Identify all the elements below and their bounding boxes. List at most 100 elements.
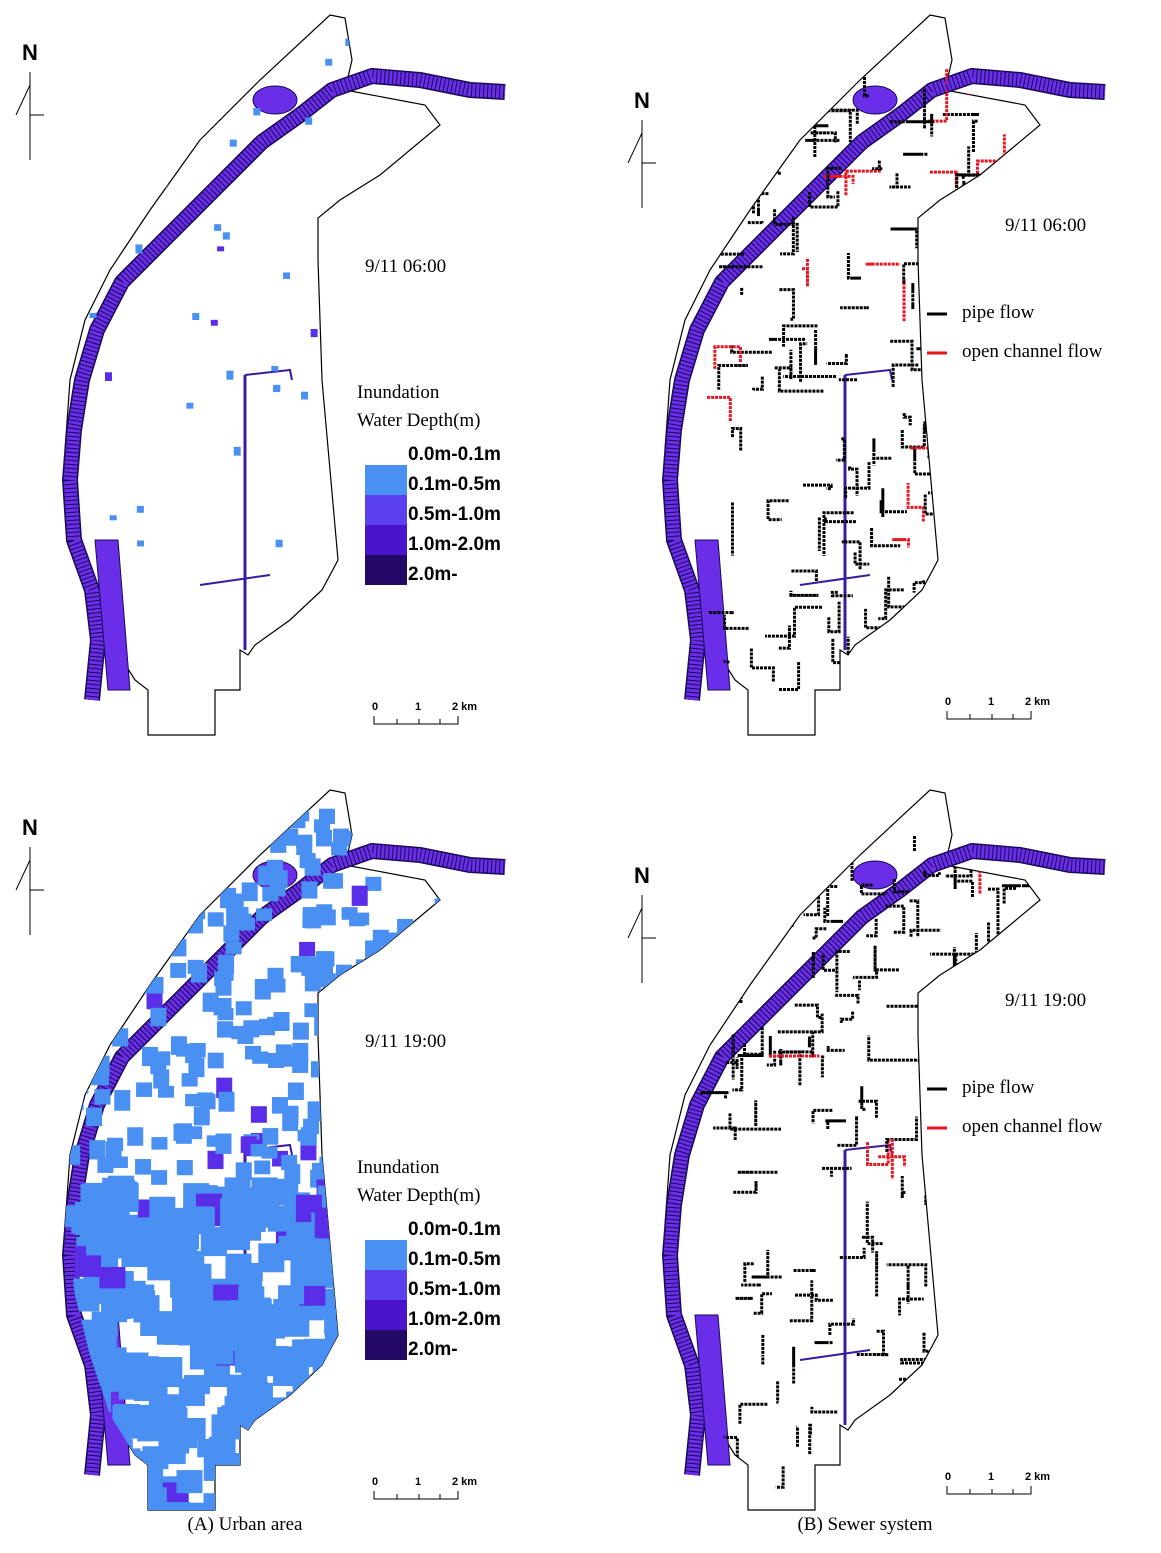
scale-bar (947, 1486, 1031, 1494)
inundation-cell (338, 1031, 354, 1043)
inundation-cell (345, 1039, 361, 1051)
inundation-cell (375, 1419, 401, 1444)
inundation-cell (137, 958, 153, 975)
inundation-cell (283, 1316, 309, 1337)
inundation-cell (63, 1100, 79, 1114)
inundation-cell (127, 1127, 143, 1145)
pipe (686, 115, 721, 138)
inundation-cell (336, 1372, 362, 1400)
inundation-cell (328, 1210, 354, 1235)
inundation-cell (270, 834, 286, 853)
inundation-cell (312, 686, 319, 692)
inundation-cell (326, 1135, 342, 1154)
inundation-cell (186, 403, 193, 409)
scale-label: 2 km (1025, 696, 1050, 708)
inundation-cell (439, 1357, 465, 1388)
inundation-cell (128, 932, 144, 946)
inundation-cell (333, 1291, 359, 1315)
inundation-cell (210, 1437, 236, 1457)
inundation-cell (339, 1430, 365, 1456)
inundation-cell (105, 372, 112, 381)
inundation-cell (398, 1072, 414, 1085)
inundation-cell (428, 816, 444, 835)
inundation-cell (337, 657, 344, 666)
pipe (963, 403, 982, 421)
inundation-cell (288, 1083, 304, 1100)
inundation-cell (387, 821, 403, 841)
inundation-cell (102, 1008, 118, 1024)
pipe (992, 443, 1015, 473)
inundation-cell (349, 913, 365, 926)
pipe (851, 31, 870, 70)
north-label: N (634, 863, 650, 888)
inundation-cell (314, 1016, 330, 1036)
pipe (945, 379, 957, 391)
inundation-cell (336, 965, 352, 986)
inundation-cell (397, 919, 413, 939)
pipe (987, 953, 1002, 966)
pipe (977, 619, 979, 638)
inundation-cell (435, 898, 451, 910)
scale-label: 2 km (452, 701, 477, 713)
inundation-cell (274, 1012, 290, 1031)
inundation-cell (288, 1414, 314, 1435)
open-channel (727, 172, 733, 190)
inundation-cell (418, 1127, 434, 1139)
inundation-cell (393, 1091, 409, 1103)
pipe (718, 979, 741, 1003)
inundation-cell (84, 997, 100, 1012)
inundation-cell (170, 1272, 196, 1297)
inundation-cell (325, 1409, 351, 1442)
inundation-cell (220, 795, 236, 808)
inundation-cell (284, 1404, 310, 1424)
legend-item: open channel flow (962, 1116, 1103, 1137)
inundation-cell (412, 1430, 438, 1458)
inundation-cell (365, 877, 381, 891)
pipe (821, 836, 841, 846)
inundation-cell (225, 1254, 251, 1280)
pipe (970, 249, 971, 278)
pipe (962, 1425, 1004, 1437)
inundation-cell (432, 1439, 458, 1461)
inundation-cell (261, 1479, 287, 1499)
inundation-cell (89, 21, 96, 27)
inundation-cell (376, 1475, 402, 1494)
inundation-cell (422, 1081, 438, 1099)
pipe (947, 532, 968, 543)
legend-item: 2.0m- (408, 564, 458, 585)
inundation-cell (222, 853, 238, 873)
inundation-cell (119, 1372, 145, 1399)
inundation-cell (305, 912, 321, 929)
north-arrow (16, 85, 44, 115)
inundation-cell (225, 1177, 251, 1203)
inundation-cell (273, 385, 280, 391)
inundation-cell (219, 1092, 235, 1112)
inundation-cell (76, 888, 92, 899)
inundation-cell (127, 898, 143, 916)
inundation-cell (320, 1030, 336, 1050)
inundation-cell (242, 821, 258, 837)
inundation-cell (94, 1089, 110, 1105)
inundation-cell (342, 372, 349, 378)
pipe (725, 73, 749, 100)
inundation-cell (249, 44, 256, 53)
inundation-cell (395, 189, 402, 198)
inundation-cell (336, 1411, 362, 1434)
inundation-cell (64, 1145, 80, 1165)
pipe (810, 1425, 811, 1454)
inundation-cell (356, 959, 372, 976)
inundation-cell (286, 1392, 312, 1425)
inundation-cell (234, 447, 241, 456)
caption: (B) Sewer system (797, 1514, 932, 1535)
inundation-cell (160, 825, 176, 845)
inundation-cell (414, 1418, 440, 1437)
inundation-cell (291, 956, 307, 972)
inundation-cell (214, 224, 221, 231)
pipe (674, 144, 720, 168)
inundation-cell (237, 1030, 253, 1044)
inundation-cell (129, 1507, 155, 1535)
inundation-cell (305, 117, 312, 124)
inundation-cell (347, 1514, 373, 1548)
inundation-cell (335, 667, 342, 672)
inundation-cell (200, 875, 216, 895)
